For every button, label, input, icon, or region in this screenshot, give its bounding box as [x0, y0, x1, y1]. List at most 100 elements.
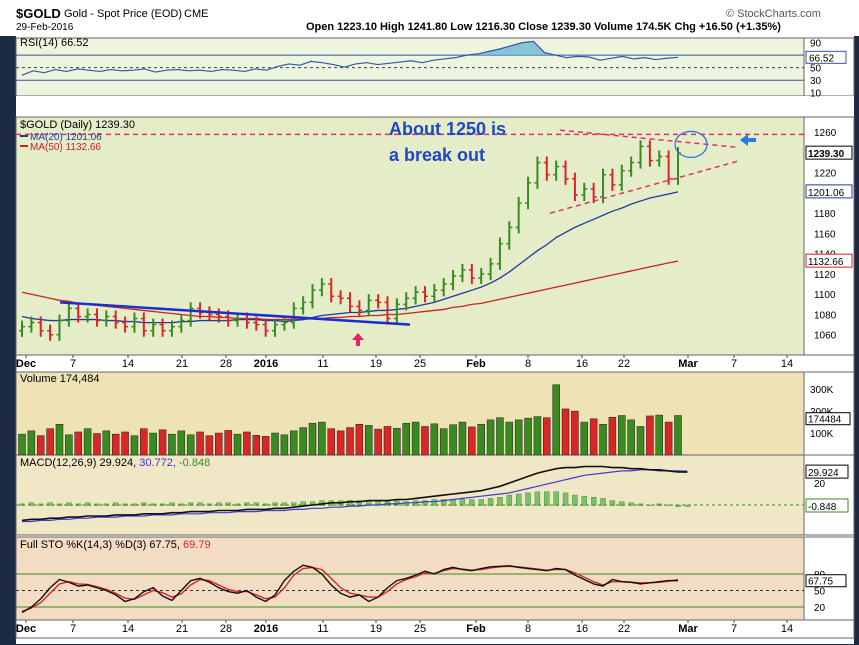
sto-value-label: 67.75	[808, 577, 833, 588]
macd-line	[21, 465, 688, 522]
volume-bar	[168, 433, 176, 456]
volume-bar	[336, 430, 345, 456]
volume-bar	[505, 421, 514, 456]
price-y-tick: 1220	[814, 169, 837, 180]
rsi-line	[21, 40, 679, 76]
x-axis-label-bottom: 2016	[254, 623, 278, 635]
macd-signal-line	[22, 469, 688, 523]
price-y-tick: 1260	[814, 128, 837, 139]
macd-title: MACD(12,26,9) 29.924, 30.772, -0.848	[20, 457, 210, 469]
price-y-tick: 1120	[814, 270, 836, 281]
x-axis-label-bottom: Mar	[678, 623, 698, 635]
x-axis-label-top: 14	[781, 358, 793, 370]
x-axis-label-bottom: 19	[370, 623, 382, 635]
sto-k-line	[21, 564, 679, 614]
price-y-tick: 1100	[814, 290, 836, 301]
volume-bar	[346, 427, 354, 456]
price-value-box	[805, 145, 853, 160]
sto-value-box	[805, 574, 847, 588]
volume-bar	[468, 426, 476, 456]
rsi-value-label: 66.52	[809, 53, 834, 64]
exchange-label: CME	[184, 8, 209, 20]
volume-bar	[27, 430, 36, 456]
volume-bar	[355, 424, 364, 456]
volume-bar	[486, 419, 495, 456]
x-axis-label-top: 25	[414, 358, 426, 370]
volume-bar	[102, 430, 111, 456]
x-axis-label-top: 22	[618, 358, 630, 370]
volume-y-tick: 300K	[810, 385, 834, 396]
volume-bar	[458, 421, 467, 456]
blue-arrow-icon	[740, 134, 756, 146]
x-axis-label-bottom: 25	[414, 623, 426, 635]
rsi-y-tick: 50	[810, 64, 822, 75]
volume-bar	[646, 415, 654, 456]
volume-title: Volume 174,484	[20, 373, 100, 385]
macd-histogram-bar	[197, 502, 203, 506]
volume-bar	[514, 419, 523, 456]
price-panel	[15, 116, 805, 356]
x-axis-label-top: 8	[525, 358, 531, 370]
x-axis-label-top: 19	[370, 358, 382, 370]
macd-value-box	[805, 464, 849, 479]
rsi-y-tick: 90	[810, 39, 822, 50]
volume-bar	[74, 431, 82, 456]
chart-date: 29-Feb-2016	[16, 22, 74, 33]
x-axis-label-bottom: 22	[618, 623, 630, 635]
volume-bar	[636, 426, 645, 456]
x-axis-label-bottom: 7	[70, 623, 76, 635]
sto-title: Full STO %K(14,3) %D(3) 67.75, 69.79	[20, 539, 211, 551]
macd-histogram-bar	[469, 499, 475, 506]
volume-y-tick: 100K	[810, 429, 834, 440]
ma20-value-box	[805, 184, 853, 199]
price-y-tick: 1080	[814, 310, 837, 321]
volume-bar	[402, 422, 410, 456]
volume-bar	[411, 421, 420, 456]
sto-y-tick: 20	[814, 603, 826, 614]
x-axis-label-top: 28	[220, 358, 232, 370]
volume-bar	[327, 428, 336, 456]
x-axis-label-top: 11	[317, 358, 328, 370]
volume-bar	[580, 421, 589, 456]
price-value-label: 1239.30	[808, 149, 845, 160]
volume-bar	[364, 425, 373, 456]
rsi-y-tick: 30	[810, 76, 822, 87]
source-credit: © StockCharts.com	[726, 8, 821, 20]
ma50-value-box	[805, 253, 853, 268]
x-axis-label-bottom: 21	[176, 623, 188, 635]
gap-strip	[16, 96, 854, 117]
macd-histogram-bar	[553, 491, 559, 506]
volume-bar	[299, 427, 307, 456]
ma50-legend-label: MA(50) 1132.66	[30, 142, 101, 153]
macd-y-tick: 20	[814, 479, 826, 490]
x-axis-label-top: 14	[122, 358, 134, 370]
volume-bar	[93, 433, 101, 456]
x-axis-strip-bottom	[15, 619, 855, 639]
x-axis-label-bottom: 16	[576, 623, 588, 635]
macd-histogram-bar	[534, 491, 541, 506]
macd-histogram-bar	[113, 502, 119, 506]
volume-bar	[196, 431, 204, 456]
ma20-value-label: 1201.06	[808, 188, 845, 199]
volume-bar	[627, 419, 635, 456]
volume-bar	[421, 426, 429, 456]
price-y-tick: 1180	[814, 209, 836, 220]
breakout-annotation-line1: About 1250 is	[389, 119, 506, 139]
macd-histogram-bar	[590, 497, 597, 506]
rsi-title: RSI(14) 66.52	[20, 37, 88, 49]
macd-panel	[15, 454, 805, 536]
volume-bar	[439, 428, 448, 456]
x-axis-strip-top	[15, 354, 855, 373]
volume-bar	[618, 415, 626, 456]
x-axis-label-bottom: 11	[317, 623, 328, 635]
macd-hist-value-box	[805, 498, 849, 513]
volume-bar	[496, 417, 504, 456]
x-axis-label-top: 7	[70, 358, 76, 370]
rsi-value-box	[805, 50, 847, 64]
volume-bar	[261, 436, 270, 456]
ma50-value-label: 1132.66	[808, 257, 844, 268]
macd-histogram-bar	[47, 502, 53, 506]
volume-bar	[524, 417, 532, 456]
triangle-upper-trendline	[559, 129, 739, 149]
